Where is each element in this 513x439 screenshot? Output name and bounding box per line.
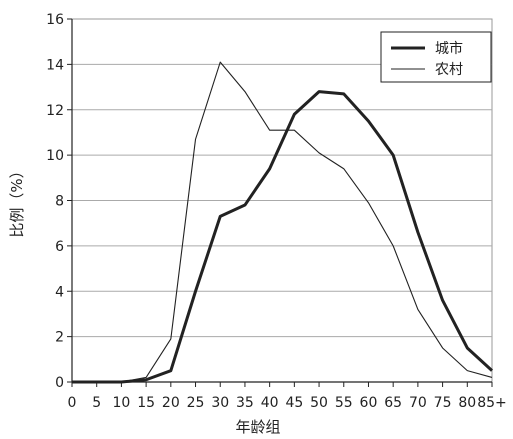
x-tick-label: 85+ bbox=[477, 395, 507, 411]
legend-box bbox=[380, 31, 492, 83]
x-tick-label: 70 bbox=[409, 395, 427, 411]
x-tick-label: 0 bbox=[68, 395, 77, 411]
y-axis-title: 比例（%） bbox=[8, 163, 26, 237]
x-tick-label: 20 bbox=[162, 395, 180, 411]
series-line-urban bbox=[72, 90, 494, 384]
y-tick-label: 14 bbox=[46, 57, 64, 73]
y-tick-label: 0 bbox=[55, 375, 64, 391]
x-tick-label: 45 bbox=[285, 395, 303, 411]
x-axis-title: 年龄组 bbox=[235, 418, 280, 436]
series-line-rural bbox=[72, 61, 493, 383]
x-tick-label: 15 bbox=[137, 395, 155, 411]
y-tick-label: 10 bbox=[46, 148, 64, 164]
y-tick-label: 2 bbox=[55, 330, 64, 346]
y-tick-label: 6 bbox=[55, 239, 64, 255]
x-tick-label: 55 bbox=[335, 395, 353, 411]
x-tick-label: 35 bbox=[236, 395, 254, 411]
x-tick-label: 50 bbox=[310, 395, 328, 411]
x-tick-label: 75 bbox=[434, 395, 452, 411]
x-tick-label: 5 bbox=[92, 395, 101, 411]
y-tick-label: 4 bbox=[55, 284, 64, 300]
x-tick-label: 25 bbox=[187, 395, 205, 411]
y-tick-label: 8 bbox=[55, 194, 64, 210]
legend-label: 城市 bbox=[435, 40, 463, 57]
x-tick-label: 10 bbox=[112, 395, 130, 411]
x-tick-label: 40 bbox=[261, 395, 279, 411]
y-tick-label: 12 bbox=[46, 103, 64, 119]
y-tick-label: 16 bbox=[46, 12, 64, 28]
x-tick-label: 60 bbox=[360, 395, 378, 411]
x-tick-label: 65 bbox=[384, 395, 402, 411]
series-layer bbox=[71, 61, 494, 384]
x-tick-label: 80 bbox=[458, 395, 476, 411]
legend-label: 农村 bbox=[435, 62, 463, 78]
x-tick-label: 30 bbox=[211, 395, 229, 411]
